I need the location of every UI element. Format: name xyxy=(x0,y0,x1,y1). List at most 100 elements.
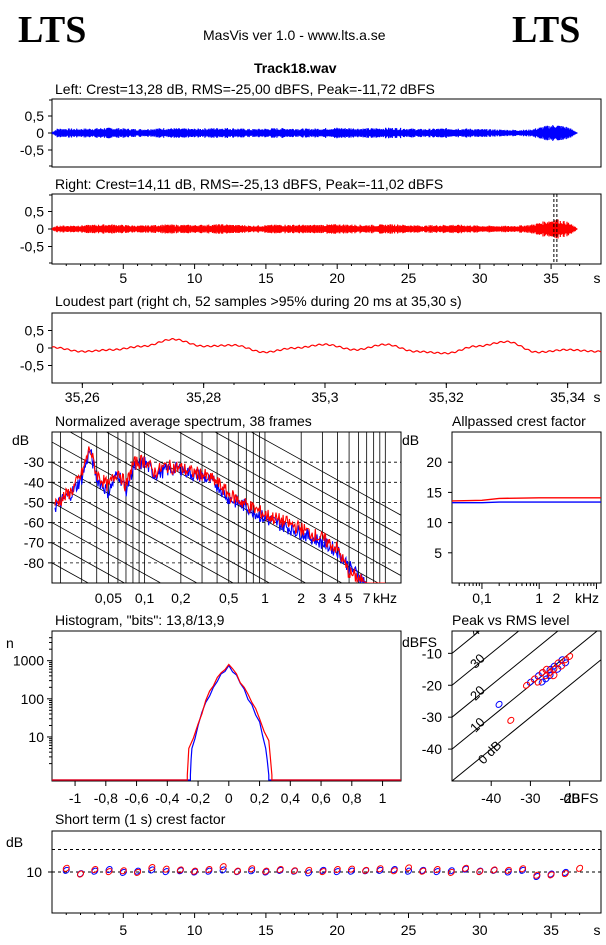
shortterm-point-right xyxy=(91,866,99,874)
shortterm-point-right xyxy=(333,866,341,874)
shortterm-point-left xyxy=(447,867,455,875)
spectrum-diagonal xyxy=(52,441,307,583)
allpass-xtick-label: 0,1 xyxy=(472,590,492,606)
shortterm-xtick-label: 5 xyxy=(119,922,127,938)
pvr-diagonal-label: 40 xyxy=(467,619,488,640)
pvr-diagonal xyxy=(452,659,601,781)
loudest-signal xyxy=(51,338,602,355)
allpass-ytick-label: 10 xyxy=(426,515,442,531)
pvr-ytick-label: -40 xyxy=(422,741,442,757)
spectrum-diagonal xyxy=(52,502,198,583)
shortterm-point-left xyxy=(376,866,384,874)
spectrum-xtick-label: 0,1 xyxy=(135,590,155,606)
shortterm-point-left xyxy=(433,868,441,876)
spectrum-xtick-label: 3 xyxy=(318,590,326,606)
histogram-title: Histogram, "bits": 13,8/13,9 xyxy=(55,612,225,628)
logo-left: LTS xyxy=(18,9,87,51)
allpass-xtick-label: 2 xyxy=(553,590,561,606)
spectrum-frame xyxy=(51,431,402,584)
shortterm-point-left xyxy=(319,866,327,874)
shortterm-point-right xyxy=(347,865,355,873)
histogram-ytick-label: 100 xyxy=(21,691,45,707)
shortterm-xunit-label: s xyxy=(594,922,601,938)
shortterm-point-right xyxy=(305,866,313,874)
histogram-series-left xyxy=(52,664,401,781)
pvr-point-left xyxy=(526,678,534,686)
shortterm-point-right xyxy=(390,867,398,875)
shortterm-point-left xyxy=(561,868,569,876)
right-waveform-xtick-label: 5 xyxy=(119,270,127,286)
pvr-ytick-label: -10 xyxy=(422,645,442,661)
shortterm-point-right xyxy=(176,866,184,874)
shortterm-point-left xyxy=(62,866,70,874)
allpass-series-right xyxy=(451,497,601,502)
spectrum-xtick-label: 4 xyxy=(334,590,342,606)
pvr-diagonal-label: 20 xyxy=(467,682,488,703)
shortterm-point-right xyxy=(233,867,241,875)
pvr-point-right xyxy=(507,716,515,724)
shortterm-xtick-label: 20 xyxy=(329,922,345,938)
shortterm-point-right xyxy=(547,871,555,879)
shortterm-point-left xyxy=(504,868,512,876)
shortterm-point-left xyxy=(333,868,341,876)
spectrum-xunit-label: kHz xyxy=(373,590,397,606)
shortterm-point-left xyxy=(134,867,142,875)
shortterm-point-left xyxy=(162,868,170,876)
spectrum-diagonal xyxy=(141,432,401,576)
right-waveform-xtick-label: 25 xyxy=(401,270,417,286)
shortterm-point-right xyxy=(205,866,213,874)
shortterm-ytick-label: 10 xyxy=(26,864,42,880)
shortterm-point-right xyxy=(319,868,327,876)
shortterm-point-right xyxy=(262,867,270,875)
spectrum-xtick-label: 0,05 xyxy=(95,590,122,606)
spectrum-diagonal xyxy=(214,432,401,536)
shortterm-point-left xyxy=(533,872,541,881)
shortterm-point-left xyxy=(262,868,270,876)
shortterm-point-right xyxy=(134,868,142,876)
shortterm-point-left xyxy=(347,867,355,875)
spectrum-ytick-label: -80 xyxy=(24,555,44,571)
histogram-xtick-label: 0,8 xyxy=(342,790,362,806)
shortterm-point-right xyxy=(462,864,470,872)
shortterm-point-left xyxy=(547,870,555,878)
shortterm-point-left xyxy=(519,866,527,874)
shortterm-point-right xyxy=(219,863,227,871)
shortterm-point-left xyxy=(390,866,398,874)
pvr-xunit-label: dBFS xyxy=(563,790,598,806)
shortterm-point-right xyxy=(447,868,455,876)
spectrum-ylabel: dB xyxy=(12,432,29,448)
shortterm-point-left xyxy=(91,867,99,875)
right-waveform-xtick-label: 35 xyxy=(543,270,559,286)
spectrum-ytick-label: -40 xyxy=(24,474,44,490)
right-waveform-xtick-label: 15 xyxy=(258,270,274,286)
shortterm-point-right xyxy=(191,867,199,875)
shortterm-point-left xyxy=(148,866,156,874)
histogram-xtick-label: -0,4 xyxy=(155,790,179,806)
allpass-ytick-label: 5 xyxy=(434,545,442,561)
shortterm-point-right xyxy=(561,870,569,878)
shortterm-point-right xyxy=(276,866,284,874)
histogram-ytick-label: 10 xyxy=(28,729,44,745)
shortterm-point-right xyxy=(433,866,441,874)
pvr-point-right xyxy=(562,656,570,664)
spectrum-xtick-label: 0,2 xyxy=(171,590,191,606)
right-waveform-xunit-label: s xyxy=(594,270,601,286)
loudest-xtick-label: 35,34 xyxy=(550,389,585,405)
shortterm-point-right xyxy=(376,865,384,873)
pvr-ylabel: dBFS xyxy=(402,634,437,650)
right-waveform-xtick-label: 10 xyxy=(187,270,203,286)
shortterm-point-right xyxy=(362,866,370,874)
pvr-point-right xyxy=(566,653,574,661)
shortterm-point-left xyxy=(248,867,256,875)
shortterm-point-right xyxy=(119,867,127,875)
histogram-xtick-label: 1 xyxy=(379,790,387,806)
right-waveform-ytick-label: 0 xyxy=(36,221,44,237)
histogram-xtick-label: 0,2 xyxy=(250,790,270,806)
file-name: Track18.wav xyxy=(254,60,337,76)
shortterm-xtick-label: 10 xyxy=(187,922,203,938)
left-channel-title: Left: Crest=13,28 dB, RMS=-25,00 dBFS, P… xyxy=(55,81,435,97)
spectrum-xtick-label: 1 xyxy=(261,590,269,606)
left-waveform-ytick-label: 0 xyxy=(36,125,44,141)
spectrum-xtick-label: 2 xyxy=(297,590,305,606)
histogram-xtick-label: -0,6 xyxy=(124,790,148,806)
